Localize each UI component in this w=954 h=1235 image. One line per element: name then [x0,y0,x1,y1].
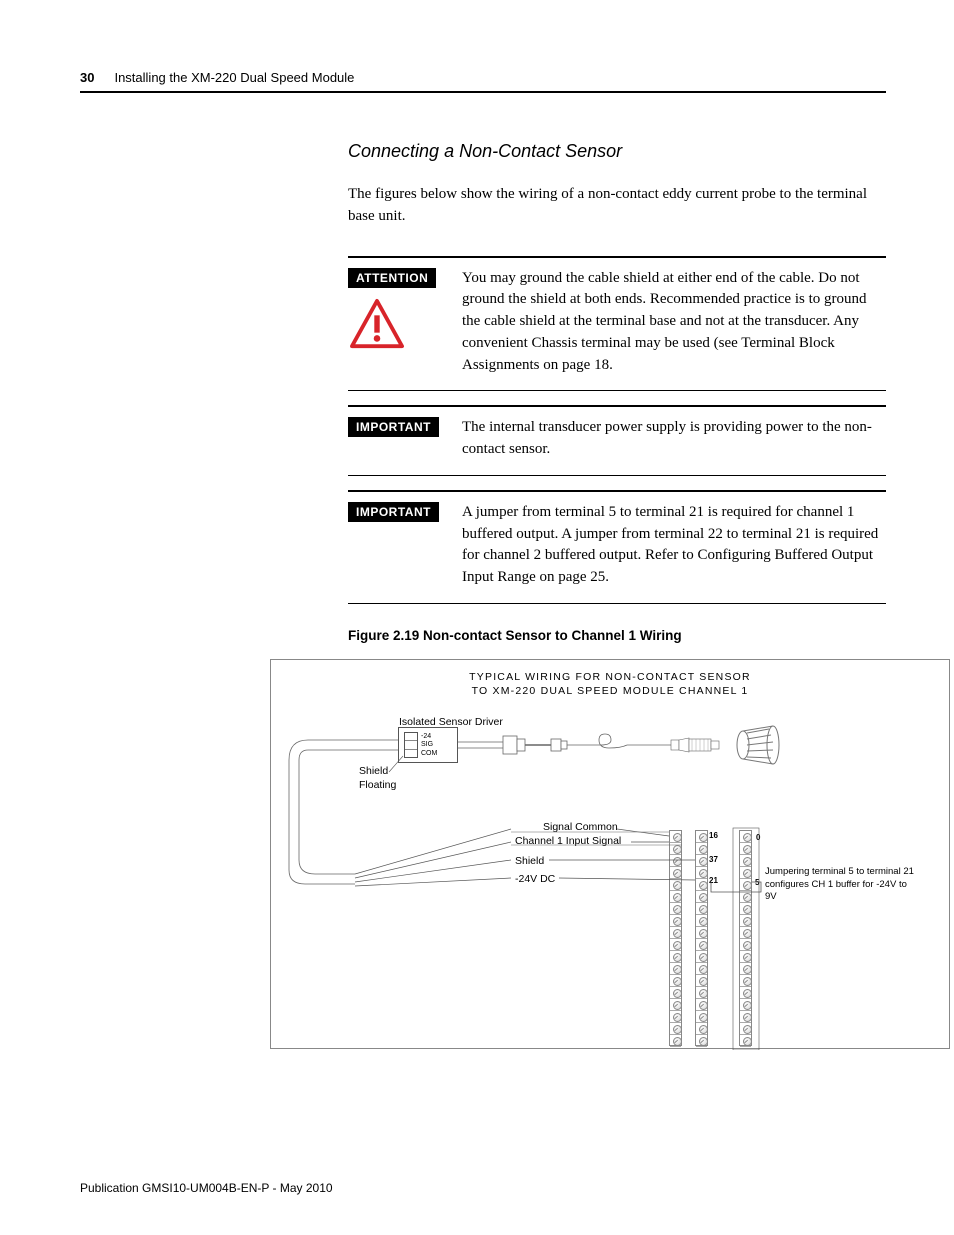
page-number: 30 [80,70,94,85]
publication-footer: Publication GMSI10-UM004B-EN-P - May 201… [80,1181,333,1195]
attention-badge: ATTENTION [348,268,436,288]
important-badge-2: IMPORTANT [348,502,439,522]
important-callout-2: IMPORTANT A jumper from terminal 5 to te… [348,490,886,604]
page-header: 30 Installing the XM-220 Dual Speed Modu… [80,70,886,93]
section-title: Connecting a Non-Contact Sensor [348,141,886,162]
attention-text: You may ground the cable shield at eithe… [462,268,886,377]
important-text-2: A jumper from terminal 5 to terminal 21 … [462,502,886,589]
figure-caption: Figure 2.19 Non-contact Sensor to Channe… [348,628,886,643]
chapter-title: Installing the XM-220 Dual Speed Module [114,70,354,85]
important-callout-1: IMPORTANT The internal transducer power … [348,405,886,476]
important-text-1: The internal transducer power supply is … [462,417,886,461]
attention-callout: ATTENTION You may ground the cable shiel… [348,256,886,392]
wiring-diagram: TYPICAL WIRING FOR NON-CONTACT SENSOR TO… [270,659,950,1049]
warning-triangle-icon [348,298,406,350]
wiring-svg [271,660,951,1050]
important-badge: IMPORTANT [348,417,439,437]
intro-paragraph: The figures below show the wiring of a n… [348,184,886,228]
